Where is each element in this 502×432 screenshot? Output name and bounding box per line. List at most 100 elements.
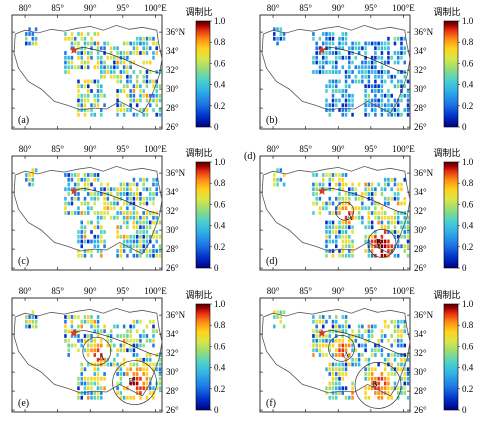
grid-cell xyxy=(383,46,387,51)
grid-cell xyxy=(96,32,100,36)
grid-cell xyxy=(328,201,331,206)
grid-cell xyxy=(73,211,77,215)
grid-cell xyxy=(64,196,67,201)
grid-cell xyxy=(393,192,397,196)
grid-cell xyxy=(377,381,380,386)
grid-cell xyxy=(377,55,380,60)
grid-cell xyxy=(87,173,90,177)
grid-cell xyxy=(155,230,158,234)
grid-cell xyxy=(139,201,142,206)
y-tick-label: 30° xyxy=(166,84,179,94)
grid-cell xyxy=(87,338,90,343)
grid-cell xyxy=(406,372,410,376)
grid-cell xyxy=(282,182,286,187)
grid-cell xyxy=(103,329,106,334)
grid-cell xyxy=(73,343,77,348)
grid-cell xyxy=(403,93,406,98)
grid-cell xyxy=(126,329,129,334)
grid-cell xyxy=(132,215,136,220)
grid-cell xyxy=(80,319,83,324)
grid-cell xyxy=(80,367,83,372)
grid-cell xyxy=(100,234,103,239)
grid-cell xyxy=(380,46,384,51)
grid-cell xyxy=(328,381,331,386)
grid-cell xyxy=(387,215,390,220)
grid-cell xyxy=(80,177,83,182)
grid-cell xyxy=(377,182,380,187)
grid-cell xyxy=(354,215,358,220)
grid-cell xyxy=(387,36,390,41)
grid-cell xyxy=(158,386,162,391)
grid-cell xyxy=(406,239,410,244)
grid-cell xyxy=(344,362,348,367)
grid-cell xyxy=(145,334,149,338)
grid-cell xyxy=(87,395,90,400)
grid-cell xyxy=(77,41,80,46)
grid-cell xyxy=(315,55,318,60)
grid-cell xyxy=(142,215,145,220)
grid-cell xyxy=(400,386,403,391)
grid-cell xyxy=(135,103,139,108)
colorbar-tick-label: 0.2 xyxy=(462,384,473,394)
grid-cell xyxy=(335,70,338,74)
grid-cell xyxy=(341,55,345,60)
grid-cell xyxy=(67,201,70,206)
grid-cell xyxy=(90,41,93,46)
grid-cell xyxy=(100,230,103,234)
grid-cell xyxy=(87,177,90,182)
grid-cell xyxy=(106,196,110,201)
grid-cell xyxy=(338,249,341,253)
grid-cell xyxy=(77,108,80,112)
grid-cell xyxy=(28,32,31,36)
grid-cell xyxy=(400,112,403,117)
grid-cell xyxy=(341,338,345,343)
grid-cell xyxy=(393,381,397,386)
grid-cell xyxy=(142,89,145,93)
grid-cell xyxy=(158,362,162,367)
colorbar-tick-label: 0.4 xyxy=(214,221,226,231)
grid-cell xyxy=(380,391,384,395)
grid-cell xyxy=(139,367,142,372)
panel-label: (f) xyxy=(266,398,276,409)
grid-cell xyxy=(390,108,393,112)
river-line xyxy=(73,329,159,357)
grid-cell xyxy=(148,319,152,324)
grid-cell xyxy=(139,357,142,362)
grid-cell xyxy=(318,196,322,201)
grid-cell xyxy=(158,108,162,112)
grid-cell xyxy=(341,391,345,395)
grid-cell xyxy=(341,353,345,357)
grid-cell xyxy=(25,36,28,41)
grid-cell xyxy=(364,357,367,362)
y-tick-label: 28° xyxy=(414,103,427,113)
grid-cell xyxy=(31,182,35,187)
grid-cell xyxy=(390,215,393,220)
grid-cell xyxy=(135,386,139,391)
region-circle xyxy=(82,336,112,366)
grid-cell xyxy=(348,239,351,244)
grid-cell xyxy=(367,253,371,258)
grid-cell xyxy=(158,249,162,253)
grid-cell xyxy=(142,74,145,79)
grid-cell xyxy=(370,103,374,108)
grid-cell xyxy=(367,329,371,334)
grid-cell xyxy=(70,324,74,329)
grid-cell xyxy=(109,55,113,60)
grid-cell xyxy=(103,230,106,234)
grid-cell xyxy=(393,220,397,225)
grid-cell xyxy=(135,98,139,103)
grid-cell xyxy=(383,367,387,372)
grid-cell xyxy=(380,108,384,112)
region-label: A xyxy=(99,353,105,362)
grid-cell xyxy=(383,177,387,182)
grid-cell xyxy=(67,70,70,74)
grid-cell xyxy=(152,215,155,220)
grid-cell xyxy=(83,60,87,65)
grid-cell xyxy=(116,55,119,60)
grid-cell xyxy=(148,192,152,196)
grid-cell xyxy=(90,324,93,329)
grid-cell xyxy=(132,211,136,215)
grid-cell xyxy=(90,103,93,108)
grid-cell xyxy=(370,239,374,244)
grid-cell xyxy=(132,60,136,65)
